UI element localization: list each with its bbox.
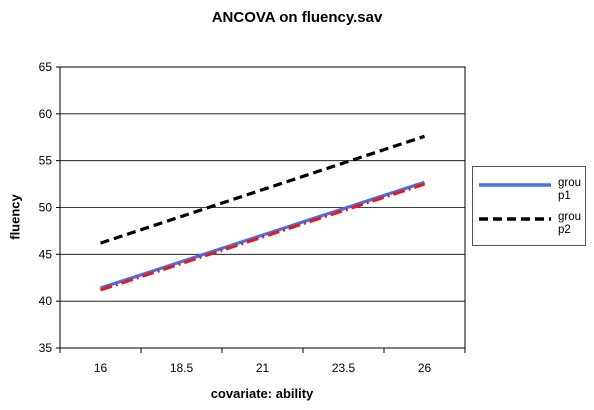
chart-title: ANCOVA on fluency.sav (211, 9, 383, 26)
x-axis-label: covariate: ability (210, 386, 314, 401)
x-tick-label-4: 26 (418, 361, 432, 375)
y-tick-label-35: 35 (39, 341, 53, 355)
y-tick-label-45: 45 (39, 247, 53, 261)
x-tick-label-1: 18.5 (170, 361, 194, 375)
legend-swatch-group1 (479, 183, 551, 187)
y-tick-label-50: 50 (39, 201, 53, 215)
series-line-1 (100, 182, 425, 292)
y-tick-label-55: 55 (39, 154, 53, 168)
y-tick-label-65: 65 (39, 60, 53, 74)
legend-item-group2: grou p2 (477, 209, 583, 239)
legend-swatch-group2 (479, 217, 551, 221)
x-tick-label-2: 21 (256, 361, 270, 375)
x-tick-label-3: 23.5 (332, 361, 356, 375)
legend-item-group1: grou p1 (477, 175, 583, 205)
legend-label-group2: grou p2 (558, 211, 582, 236)
x-tick-label-0: 16 (94, 361, 108, 375)
y-tick-label-40: 40 (39, 294, 53, 308)
series-line-2 (99, 134, 426, 245)
y-tick-label-60: 60 (39, 107, 53, 121)
legend: grou p1 grou p2 (472, 166, 586, 246)
legend-label-group1: grou p1 (558, 177, 582, 202)
series-line-0 (100, 180, 425, 290)
